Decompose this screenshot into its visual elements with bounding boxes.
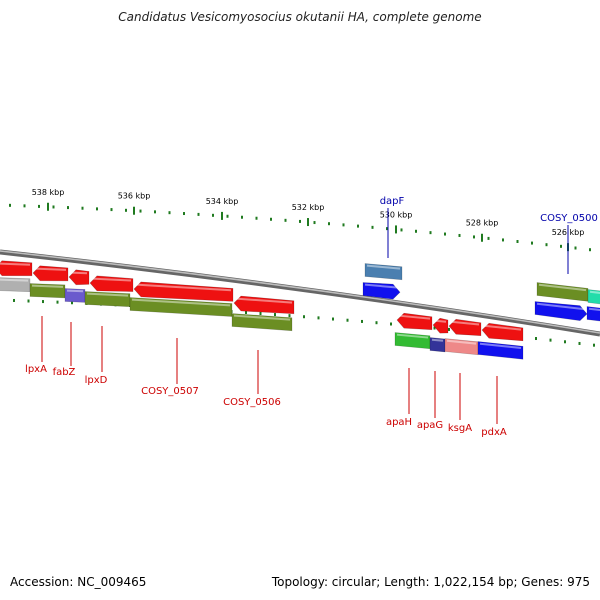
gene-olive-highlight [131, 298, 231, 307]
gene-olive-highlight [538, 283, 587, 292]
gene-red [32, 265, 69, 282]
gene-label-lpxa: lpxA [25, 364, 47, 375]
gene-olive [231, 313, 293, 332]
gene-red-highlight [483, 324, 522, 331]
gene-red [448, 318, 482, 337]
gene-red-highlight [34, 267, 67, 271]
gene-apah-highlight [396, 333, 429, 339]
gene-pdxa-highlight [479, 342, 522, 350]
tick-labels: 538 kbp 536 kbp 534 kbp 532 kbp 530 kbp 528 k… [32, 188, 585, 237]
genome-summary-text: Topology: circular; Length: 1,022,154 bp… [271, 575, 590, 589]
gene-apag [429, 337, 446, 353]
gene-label-ksga: ksgA [448, 423, 472, 434]
label-leaders [41, 208, 569, 424]
genome-backbone [0, 249, 600, 337]
gene-olive-highlight [233, 314, 291, 321]
gene-purple-highlight [66, 289, 84, 293]
gene-blue-highlight [588, 307, 600, 312]
gene-red [68, 269, 90, 286]
gene-red [133, 281, 234, 302]
gene-red-highlight [434, 319, 447, 323]
tick-label: 534 kbp [206, 197, 239, 206]
gene-red [233, 295, 295, 315]
gene-olive-highlight [86, 292, 129, 297]
gene-red-highlight [450, 320, 480, 326]
gene-teal [587, 289, 600, 305]
genome-backbone-highlight [0, 250, 600, 334]
accession-text: Accession: NC_009465 [10, 575, 147, 589]
map-title: Candidatus Vesicomyosocius okutanii HA, … [118, 10, 482, 24]
gene-blue [586, 306, 600, 322]
gene-olive-highlight [31, 284, 64, 288]
gene-red [396, 312, 433, 331]
gene-red [481, 322, 524, 342]
gene-red [432, 317, 449, 334]
gene-red [89, 275, 134, 292]
gene-red-highlight [235, 297, 293, 304]
gene-label-cosy_0500: COSY_0500 [540, 213, 598, 224]
gene-red-highlight [91, 277, 132, 282]
gene-gray-highlight [0, 278, 29, 282]
gene-ksga-highlight [446, 339, 477, 345]
gene-red-highlight [0, 262, 31, 266]
tick-label: 532 kbp [292, 203, 325, 212]
gene-dapf [364, 263, 403, 281]
gene-red-highlight [70, 271, 88, 275]
gene-dapf-highlight [366, 264, 401, 270]
gene-teal-highlight [589, 290, 600, 294]
gene-features [0, 260, 600, 360]
gene-red [0, 260, 33, 277]
outer-tick-track [9, 202, 591, 252]
tick-label: 536 kbp [118, 192, 151, 201]
gene-label-lpxd: lpxD [85, 375, 108, 386]
gene-label-fabz: fabZ [53, 367, 76, 378]
gene-label-cosy_0507: COSY_0507 [141, 386, 199, 397]
tick-label: 538 kbp [32, 188, 65, 197]
gene-blue [362, 282, 401, 300]
gene-blue-highlight [536, 302, 586, 311]
gene-label-pdxa: pdxA [481, 427, 507, 438]
gene-label-cosy_0506: COSY_0506 [223, 397, 281, 408]
gene-labels: lpxA fabZ lpxD COSY_0507 COSY_0506 dapF COSY_0… [25, 196, 598, 438]
tick-label: 530 kbp [380, 210, 413, 219]
gene-red-highlight [135, 283, 232, 292]
gene-ksga [444, 338, 479, 356]
gene-red-highlight [398, 314, 431, 320]
gene-pdxa [477, 341, 524, 360]
gene-blue [534, 301, 588, 321]
gene-label-apah: apaH [386, 417, 412, 428]
gene-blue-highlight [364, 283, 399, 289]
gene-label-apag: apaG [417, 420, 443, 431]
gene-apag-highlight [431, 338, 444, 342]
tick-label: 528 kbp [466, 219, 499, 228]
gene-label-dapf: dapF [380, 196, 405, 207]
